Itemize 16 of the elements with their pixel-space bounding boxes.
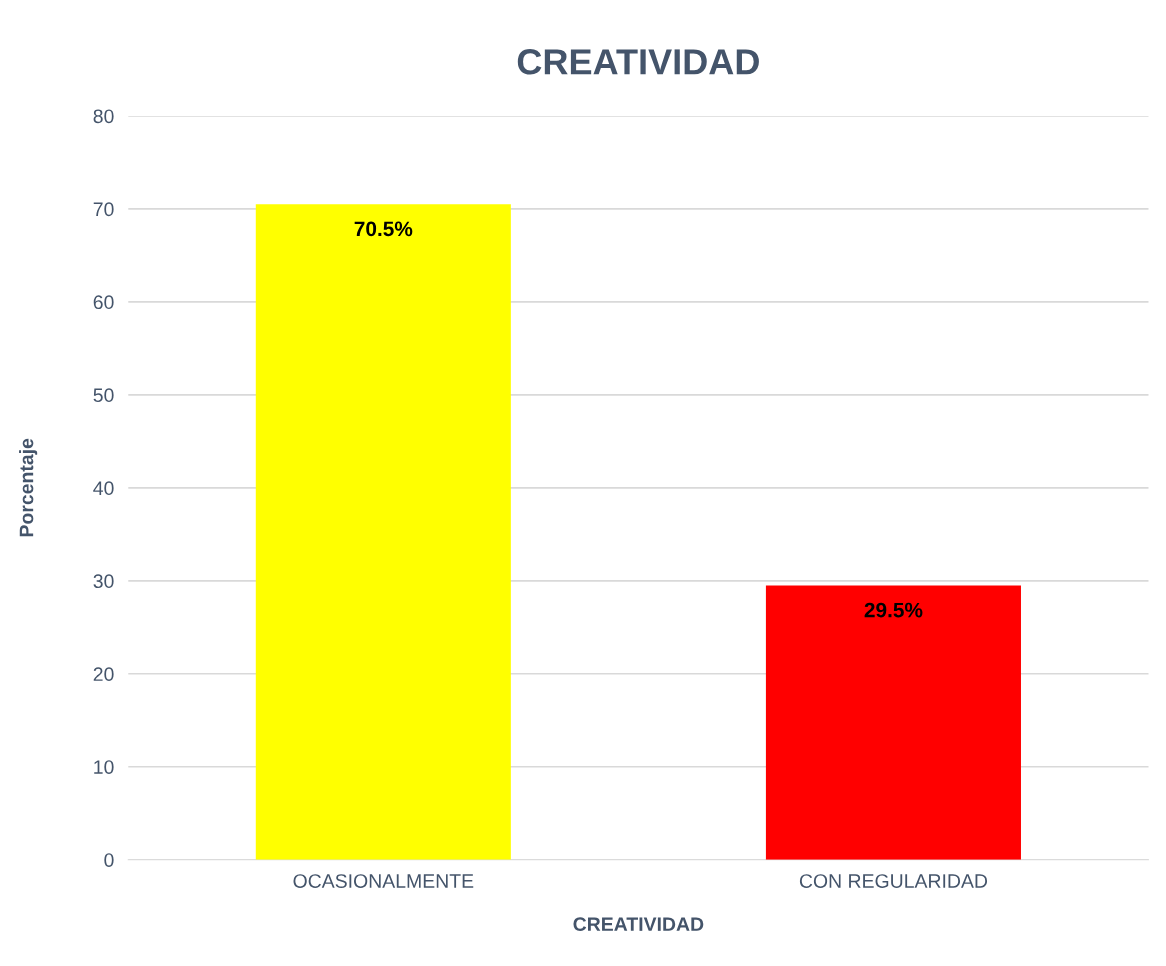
x-axis-title: CREATIVIDAD [573,917,704,932]
y-tick-label: 20 [93,667,114,682]
data-label: 29.5% [864,602,923,618]
x-tick-label: OCASIONALMENTE [293,874,474,888]
x-tick-label: CON REGULARIDAD [799,874,988,888]
y-axis-title: Porcentaje [19,438,38,537]
y-tick-label: 70 [93,202,114,217]
chart-title: CREATIVIDAD [517,49,759,75]
y-tick-label: 10 [94,760,114,774]
y-tick-label: 60 [93,295,114,310]
y-tick-label: 0 [104,853,114,867]
y-tick-label: 50 [93,388,114,403]
y-tick-label: 80 [93,109,114,124]
y-tick-label: 30 [93,574,114,589]
y-tick-label: 40 [93,481,114,496]
data-label: 70.5% [354,221,413,237]
